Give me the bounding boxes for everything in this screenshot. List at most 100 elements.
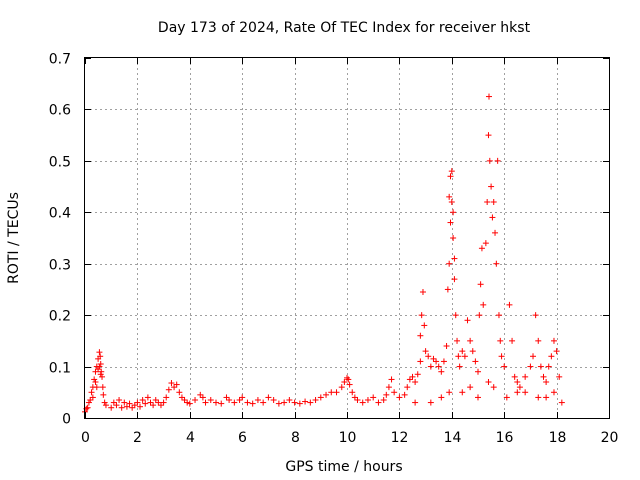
data-point — [101, 399, 108, 406]
data-point — [446, 193, 453, 200]
data-point — [168, 380, 175, 387]
data-point — [478, 245, 485, 252]
data-point — [137, 403, 144, 410]
data-point — [482, 240, 489, 247]
data-point — [396, 394, 403, 401]
data-point — [532, 312, 539, 319]
data-point — [530, 353, 537, 360]
data-point — [254, 397, 261, 403]
data-point — [543, 394, 550, 401]
data-point — [427, 363, 434, 370]
data-point — [84, 404, 91, 411]
data-point — [450, 235, 457, 241]
data-point — [186, 400, 193, 407]
data-point — [497, 337, 504, 344]
data-point — [155, 399, 162, 406]
data-point — [152, 397, 159, 403]
data-point — [488, 183, 495, 190]
data-point — [421, 322, 428, 329]
data-point — [244, 399, 251, 406]
data-point — [142, 400, 149, 407]
x-tick-label: 0 — [81, 430, 90, 446]
data-point — [485, 379, 492, 385]
data-point — [391, 389, 398, 396]
data-point — [359, 399, 366, 406]
data-point — [475, 394, 481, 401]
data-point — [451, 276, 458, 283]
y-tick-label: 0 — [62, 412, 71, 428]
data-point — [147, 399, 154, 406]
x-tick-label: 14 — [444, 430, 462, 446]
data-point — [448, 168, 455, 175]
data-point — [438, 394, 445, 401]
data-point — [312, 397, 319, 403]
y-tick-label: 0.4 — [49, 206, 71, 222]
data-point — [178, 394, 185, 401]
data-point — [414, 371, 421, 378]
data-point — [323, 391, 330, 398]
y-tick-label: 0.6 — [49, 103, 71, 119]
x-tick-label: 2 — [133, 430, 142, 446]
chart-title: Day 173 of 2024, Rate Of TEC Index for r… — [158, 20, 531, 36]
x-tick-label: 20 — [601, 430, 619, 446]
data-point — [444, 286, 451, 293]
data-point — [486, 93, 493, 100]
data-point — [380, 397, 387, 403]
data-point — [317, 394, 324, 401]
x-tick-label: 10 — [339, 430, 357, 446]
data-point — [489, 214, 496, 221]
data-point — [134, 399, 141, 406]
data-point — [522, 373, 529, 380]
y-axis-title: ROTI / TECUs — [6, 192, 22, 284]
data-point — [435, 363, 442, 370]
data-point — [126, 400, 133, 407]
data-point — [494, 157, 501, 164]
data-point — [454, 337, 461, 344]
data-point — [455, 353, 462, 360]
data-point — [475, 368, 481, 375]
data-point — [480, 301, 487, 308]
data-point — [506, 301, 513, 308]
x-tick-label: 6 — [238, 430, 247, 446]
data-point — [493, 260, 500, 267]
data-point — [108, 404, 115, 411]
data-point — [535, 394, 542, 401]
data-point — [461, 353, 468, 360]
data-point — [176, 389, 183, 396]
data-point — [346, 381, 353, 388]
data-point — [139, 397, 146, 403]
data-point — [447, 219, 454, 226]
data-point — [485, 132, 492, 139]
data-point — [484, 199, 491, 205]
data-point — [116, 397, 123, 403]
data-point — [511, 373, 518, 380]
data-point — [163, 394, 170, 401]
data-point — [448, 199, 455, 205]
data-point — [412, 379, 419, 385]
plot-frame — [84, 57, 610, 419]
data-point — [199, 394, 206, 401]
data-point — [341, 379, 348, 385]
data-point — [131, 402, 138, 409]
data-point — [440, 358, 447, 365]
y-tick-label: 0.3 — [49, 258, 71, 274]
data-point — [495, 312, 502, 319]
data-point — [218, 400, 225, 407]
data-point — [349, 389, 356, 396]
data-point — [96, 349, 103, 356]
data-point — [364, 397, 371, 403]
data-point — [344, 374, 350, 381]
data-point — [452, 312, 459, 319]
data-point — [99, 384, 106, 391]
data-point — [446, 260, 453, 267]
data-point — [451, 255, 458, 262]
data-point — [92, 379, 99, 385]
grid-lines — [85, 58, 609, 418]
data-point — [97, 371, 104, 378]
data-point — [548, 353, 555, 360]
data-point — [422, 348, 429, 355]
data-point — [388, 376, 395, 383]
data-point — [291, 399, 298, 406]
data-points — [82, 93, 565, 415]
